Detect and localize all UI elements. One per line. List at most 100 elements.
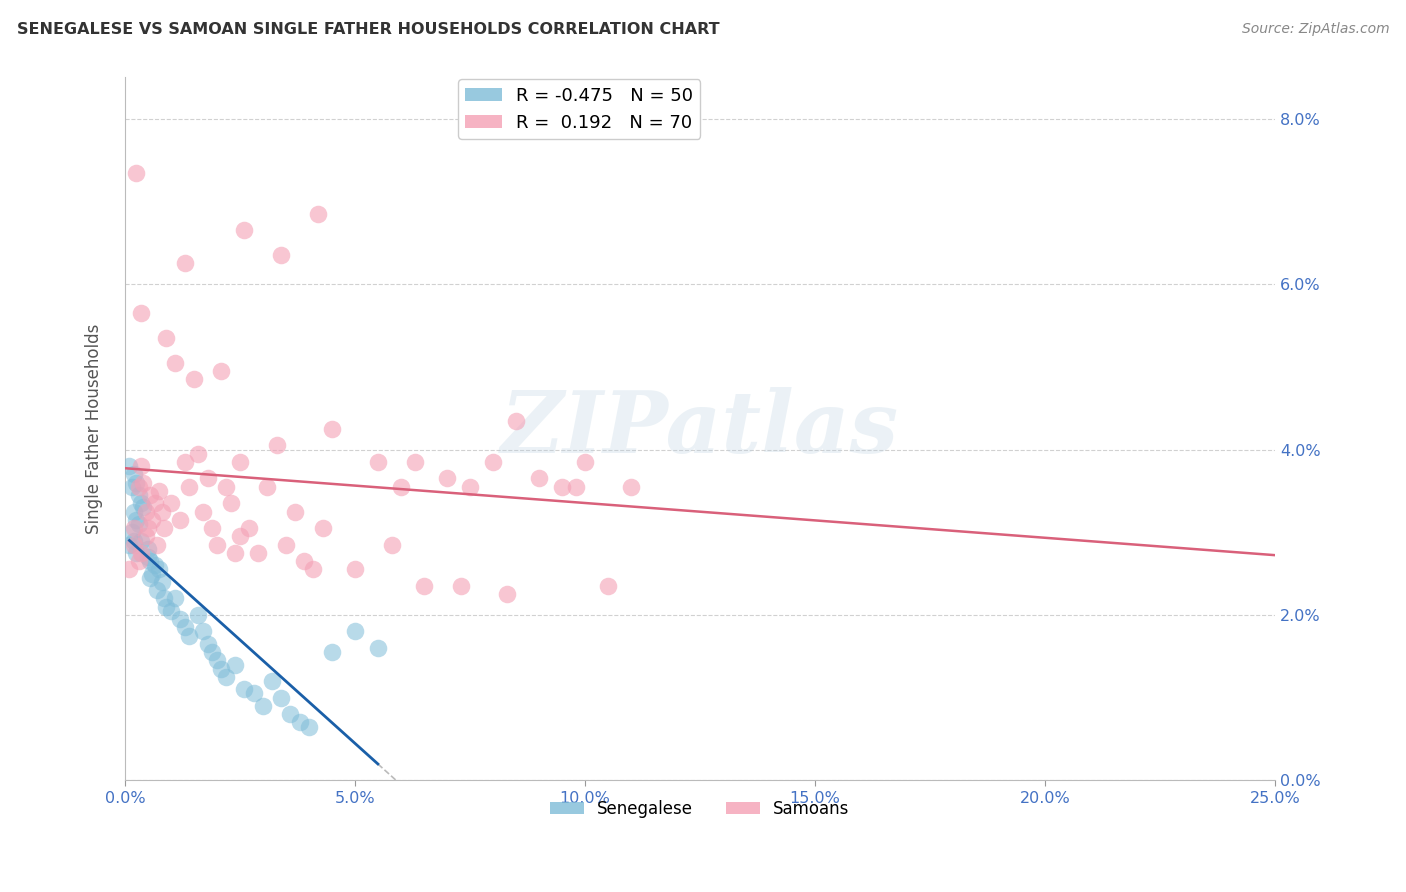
Point <box>173 455 195 469</box>
Point <box>125 546 148 560</box>
Point <box>187 447 209 461</box>
Point <box>367 455 389 469</box>
Point <box>197 637 219 651</box>
Point <box>160 604 183 618</box>
Point <box>256 480 278 494</box>
Text: Source: ZipAtlas.com: Source: ZipAtlas.com <box>1241 22 1389 37</box>
Point <box>128 516 150 531</box>
Point <box>125 165 148 179</box>
Point <box>129 546 152 560</box>
Point <box>205 538 228 552</box>
Point <box>122 538 145 552</box>
Point <box>121 525 143 540</box>
Legend: Senegalese, Samoans: Senegalese, Samoans <box>544 793 856 825</box>
Point <box>155 331 177 345</box>
Point <box>458 480 481 494</box>
Point <box>129 306 152 320</box>
Point <box>551 480 574 494</box>
Point <box>527 471 550 485</box>
Point <box>292 554 315 568</box>
Point <box>229 455 252 469</box>
Point <box>620 480 643 494</box>
Point <box>183 372 205 386</box>
Point <box>173 256 195 270</box>
Point <box>219 496 242 510</box>
Text: ZIPatlas: ZIPatlas <box>501 387 898 471</box>
Point <box>128 488 150 502</box>
Point <box>135 504 157 518</box>
Point <box>187 607 209 622</box>
Point <box>224 546 246 560</box>
Point <box>211 662 233 676</box>
Point <box>150 504 173 518</box>
Point <box>143 496 166 510</box>
Point <box>153 591 176 606</box>
Point <box>129 459 152 474</box>
Point <box>321 645 343 659</box>
Point <box>169 612 191 626</box>
Text: SENEGALESE VS SAMOAN SINGLE FATHER HOUSEHOLDS CORRELATION CHART: SENEGALESE VS SAMOAN SINGLE FATHER HOUSE… <box>17 22 720 37</box>
Point <box>302 562 325 576</box>
Point <box>343 624 366 639</box>
Point <box>574 455 596 469</box>
Point <box>288 715 311 730</box>
Point <box>179 629 201 643</box>
Point <box>404 455 426 469</box>
Point <box>136 521 159 535</box>
Point <box>298 720 321 734</box>
Point <box>224 657 246 672</box>
Point <box>450 579 472 593</box>
Point <box>148 483 170 498</box>
Point <box>191 504 214 518</box>
Point <box>247 546 270 560</box>
Point <box>129 496 152 510</box>
Point <box>122 533 145 548</box>
Point <box>139 488 162 502</box>
Point <box>596 579 619 593</box>
Point <box>197 471 219 485</box>
Point <box>262 674 284 689</box>
Point <box>160 496 183 510</box>
Point <box>505 414 527 428</box>
Point <box>128 554 150 568</box>
Point <box>165 591 187 606</box>
Point <box>482 455 505 469</box>
Point <box>436 471 458 485</box>
Point <box>141 566 163 581</box>
Point <box>215 670 238 684</box>
Point <box>132 475 155 490</box>
Point <box>266 438 288 452</box>
Point <box>150 574 173 589</box>
Point <box>191 624 214 639</box>
Point <box>343 562 366 576</box>
Point <box>307 207 329 221</box>
Point <box>389 480 412 494</box>
Point <box>412 579 434 593</box>
Point <box>205 653 228 667</box>
Point <box>233 223 256 237</box>
Point <box>211 364 233 378</box>
Point <box>128 480 150 494</box>
Point <box>135 529 157 543</box>
Point <box>238 521 260 535</box>
Point <box>321 422 343 436</box>
Point <box>215 480 238 494</box>
Point <box>564 480 586 494</box>
Y-axis label: Single Father Households: Single Father Households <box>86 324 103 534</box>
Point <box>201 521 224 535</box>
Point <box>118 562 141 576</box>
Point <box>136 549 159 564</box>
Point <box>367 640 389 655</box>
Point <box>229 529 252 543</box>
Point <box>129 533 152 548</box>
Point <box>155 599 177 614</box>
Point <box>121 480 143 494</box>
Point <box>148 562 170 576</box>
Point <box>146 583 169 598</box>
Point <box>146 538 169 552</box>
Point <box>284 504 307 518</box>
Point <box>173 620 195 634</box>
Point <box>136 541 159 556</box>
Point <box>201 645 224 659</box>
Point <box>118 459 141 474</box>
